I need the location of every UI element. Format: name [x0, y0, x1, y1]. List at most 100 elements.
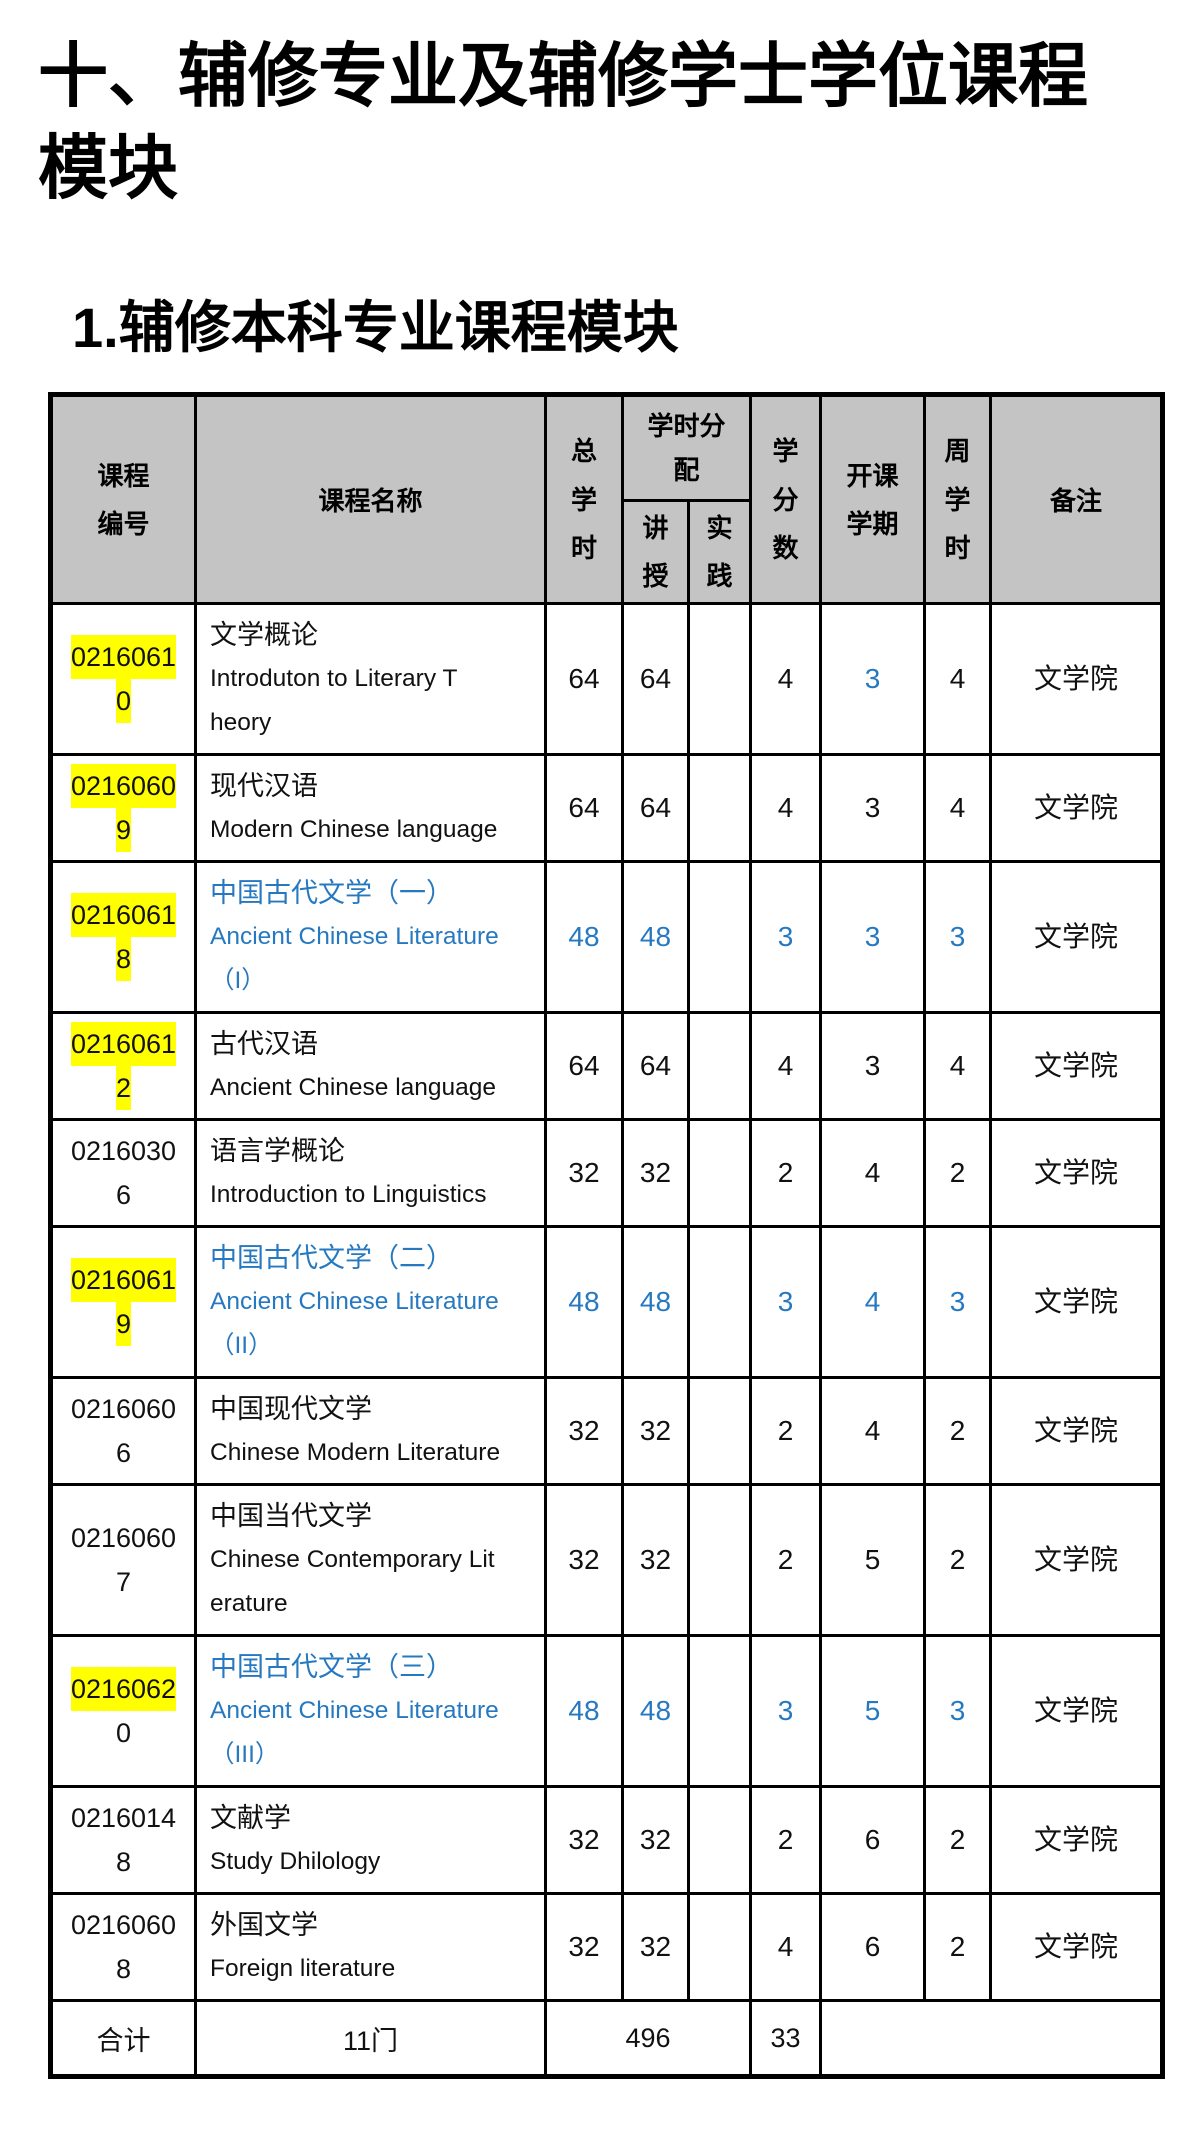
- weekly-hours-cell: 2: [923, 1376, 993, 1487]
- course-id-line: 0216014: [70, 1803, 177, 1834]
- practice-hours-cell: [686, 860, 753, 1015]
- course-name-cell: 语言学概论 Introduction to Linguistics: [194, 1118, 547, 1229]
- course-name-zh: 古代汉语: [210, 1029, 318, 1060]
- lecture-hours-cell: 32: [621, 1785, 690, 1896]
- course-name-cell: 中国当代文学 Chinese Contemporary Lit erature: [194, 1483, 547, 1638]
- course-row: 0216062 0 中国古代文学（三） Ancient Chinese Literat…: [49, 1634, 1165, 1789]
- course-id-cell: 0216061 2: [49, 1011, 197, 1122]
- course-name-en: Ancient Chinese Literature: [210, 1288, 499, 1316]
- total-hours-cell: 32: [544, 1785, 624, 1896]
- semester-cell: 4: [819, 1376, 927, 1487]
- weekly-hours-cell: 3: [923, 860, 993, 1015]
- practice-hours-cell: [686, 1225, 753, 1380]
- credits-cell: 2: [749, 1483, 823, 1638]
- header-course-name-label: 课程名称: [318, 486, 423, 517]
- course-row: 0216014 8 文献学 Study Dhilology 32 32 2 6 2 文学院: [49, 1785, 1165, 1896]
- semester-cell: 3: [819, 860, 927, 1015]
- total-hours-cell: 48: [544, 1225, 624, 1380]
- lecture-hours-cell: 32: [621, 1376, 690, 1487]
- course-name-cell: 外国文学 Foreign literature: [194, 1892, 547, 2003]
- course-name-en: Modern Chinese language: [210, 816, 498, 844]
- header-semester: 开课学期: [819, 392, 927, 606]
- note-cell: 文学院: [989, 1118, 1165, 1229]
- course-name-en: （I）: [210, 967, 266, 995]
- course-id-line: 0216061: [70, 1258, 177, 1303]
- total-hours-cell: 48: [544, 860, 624, 1015]
- course-id-line: 0: [115, 679, 132, 724]
- course-name-en: Foreign literature: [210, 1955, 396, 1983]
- lecture-hours-cell: 32: [621, 1118, 690, 1229]
- lecture-hours-cell: 48: [621, 1634, 690, 1789]
- note-cell: 文学院: [989, 1483, 1165, 1638]
- total-hours-cell: 64: [544, 1011, 624, 1122]
- course-name-en: Ancient Chinese language: [210, 1074, 497, 1102]
- header-total-hours-label: 总学时: [570, 436, 597, 563]
- note-cell: 文学院: [989, 1011, 1165, 1122]
- semester-cell: 6: [819, 1892, 927, 2003]
- lecture-hours-cell: 64: [621, 602, 690, 757]
- header-semester-label: 开课学期: [846, 460, 899, 539]
- note-cell: 文学院: [989, 1785, 1165, 1896]
- weekly-hours-cell: 3: [923, 1634, 993, 1789]
- course-id-cell: 0216061 9: [49, 1225, 197, 1380]
- credits-cell: 4: [749, 1011, 823, 1122]
- course-id-line: 0: [115, 1718, 132, 1749]
- course-id-line: 7: [115, 1567, 132, 1598]
- course-name-zh: 文献学: [210, 1803, 291, 1834]
- course-name-cell: 古代汉语 Ancient Chinese language: [194, 1011, 547, 1122]
- credits-cell: 4: [749, 753, 823, 864]
- total-hours-cell: 32: [544, 1892, 624, 2003]
- weekly-hours-cell: 4: [923, 753, 993, 864]
- course-name-zh: 外国文学: [210, 1910, 318, 1941]
- weekly-hours-cell: 2: [923, 1785, 993, 1896]
- course-id-line: 2: [115, 1066, 132, 1111]
- total-empty-cell: [819, 1999, 1165, 2079]
- credits-cell: 3: [749, 1225, 823, 1380]
- note-cell: 文学院: [989, 602, 1165, 757]
- course-name-cell: 中国古代文学（三） Ancient Chinese Literature （III）: [194, 1634, 547, 1789]
- course-name-en: Chinese Modern Literature: [210, 1439, 501, 1467]
- course-name-cell: 文献学 Study Dhilology: [194, 1785, 547, 1896]
- page-title: 十、辅修专业及辅修学士学位课程 模块: [38, 30, 1180, 214]
- credits-cell: 3: [749, 860, 823, 1015]
- course-id-cell: 0216062 0: [49, 1634, 197, 1789]
- credits-cell: 2: [749, 1118, 823, 1229]
- practice-hours-cell: [686, 602, 753, 757]
- course-row: 0216060 7 中国当代文学 Chinese Contemporary Lit er…: [49, 1483, 1165, 1638]
- semester-cell: 5: [819, 1634, 927, 1789]
- header-credits: 学分数: [749, 392, 823, 606]
- course-id-line: 0216060: [70, 1523, 177, 1554]
- course-id-line: 8: [115, 1847, 132, 1878]
- lecture-hours-cell: 48: [621, 1225, 690, 1380]
- course-id-line: 0216061: [70, 635, 177, 680]
- lecture-hours-cell: 64: [621, 1011, 690, 1122]
- total-course-count: 11门: [194, 1999, 547, 2079]
- course-name-zh: 中国古代文学（一）: [210, 878, 453, 909]
- credits-cell: 4: [749, 1892, 823, 2003]
- course-name-cell: 文学概论 Introduton to Literary T heory: [194, 602, 547, 757]
- course-id-line: 0216061: [70, 893, 177, 938]
- course-name-en: （II）: [210, 1332, 273, 1360]
- header-notes: 备注: [989, 392, 1165, 606]
- course-name-en: Ancient Chinese Literature: [210, 1697, 499, 1725]
- total-hours-value: 496: [543, 1999, 753, 2079]
- course-id-cell: 0216060 6: [49, 1376, 197, 1487]
- header-hours-allocation-label: 学时分配: [647, 410, 726, 485]
- header-total-hours: 总学时: [544, 392, 624, 606]
- course-table: 课程编号 课程名称 总学时 学时分配 学分数 开课学期 周学时 备注 讲授 实践…: [48, 392, 1166, 2080]
- course-id-line: 0216062: [70, 1667, 177, 1712]
- course-id-cell: 0216030 6: [49, 1118, 197, 1229]
- course-name-en: （III）: [210, 1741, 280, 1769]
- practice-hours-cell: [686, 1483, 753, 1638]
- semester-cell: 4: [819, 1118, 927, 1229]
- practice-hours-cell: [686, 1118, 753, 1229]
- course-id-line: 0216060: [70, 764, 177, 809]
- semester-cell: 3: [819, 602, 927, 757]
- total-hours-cell: 48: [544, 1634, 624, 1789]
- course-name-cell: 中国古代文学（一） Ancient Chinese Literature （I）: [194, 860, 547, 1015]
- practice-hours-cell: [686, 1376, 753, 1487]
- header-lecture: 讲授: [621, 498, 690, 606]
- course-row: 0216060 6 中国现代文学 Chinese Modern Literature 3…: [49, 1376, 1165, 1487]
- weekly-hours-cell: 3: [923, 1225, 993, 1380]
